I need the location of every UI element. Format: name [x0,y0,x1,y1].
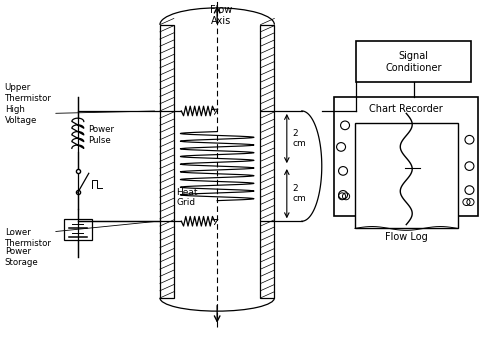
Bar [334,97,479,216]
Bar [160,25,174,298]
Text: Flow
Axis: Flow Axis [210,4,232,26]
Text: Flow Log: Flow Log [385,232,428,242]
Text: Signal
Conditioner: Signal Conditioner [385,51,442,73]
Bar [356,41,471,82]
Bar [174,25,260,298]
Bar [355,123,458,228]
Text: 2
cm: 2 cm [293,184,306,203]
Bar [260,25,274,298]
Text: Power
Pulse: Power Pulse [88,125,114,145]
Text: Power
Storage: Power Storage [4,247,38,267]
Bar [64,219,91,240]
Text: Heat
Grid: Heat Grid [176,188,198,207]
Text: Chart Recorder: Chart Recorder [369,104,443,114]
Text: Upper
Thermistor
High
Voltage: Upper Thermistor High Voltage [4,83,51,125]
Text: 2
cm: 2 cm [293,129,306,148]
Text: Lower
Thermistor: Lower Thermistor [4,228,51,248]
